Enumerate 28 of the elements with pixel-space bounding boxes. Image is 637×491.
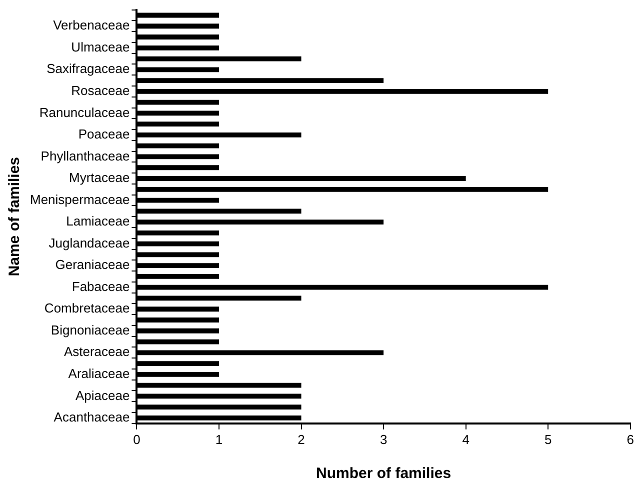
y-tick-label: Acanthaceae xyxy=(54,410,130,425)
y-tick-label: Saxifragaceae xyxy=(46,61,130,76)
y-tick-label: Combretaceae xyxy=(44,300,130,316)
y-tick-label: Myrtaceae xyxy=(69,170,130,186)
y-tick-label: Lamiaceae xyxy=(66,214,130,229)
y-tick-label: Juglandaceae xyxy=(48,235,130,250)
x-tick-label: 3 xyxy=(380,432,388,447)
x-tick-label: 4 xyxy=(462,432,470,447)
x-axis-title: Number of families xyxy=(316,465,452,482)
y-tick-label: Araliaceae xyxy=(68,366,130,381)
y-axis-title: Name of families xyxy=(6,156,24,276)
x-tick-label: 1 xyxy=(215,432,223,447)
y-tick-label: Asteraceae xyxy=(64,344,130,360)
y-tick-label: Bignoniaceae xyxy=(50,322,130,338)
x-tick-label: 6 xyxy=(626,432,634,447)
y-tick-label: Poaceae xyxy=(78,126,130,142)
x-tick-label: 5 xyxy=(544,432,552,447)
y-tick-label: Menispermaceae xyxy=(30,192,130,207)
y-tick-label: Fabaceae xyxy=(72,278,130,294)
y-tick-label: Rosaceae xyxy=(71,83,130,98)
x-tick-label: 0 xyxy=(133,432,140,447)
y-tick-label: Phyllanthaceae xyxy=(40,148,130,164)
x-tick-label: 2 xyxy=(298,432,305,447)
y-tick-label: Apiaceae xyxy=(75,388,130,403)
y-tick-label: Ranunculaceae xyxy=(39,104,130,120)
y-tick-label: Geraniaceae xyxy=(55,257,130,272)
y-tick-label: Verbenaceae xyxy=(53,18,130,33)
y-tick-label: Ulmaceae xyxy=(71,39,130,54)
